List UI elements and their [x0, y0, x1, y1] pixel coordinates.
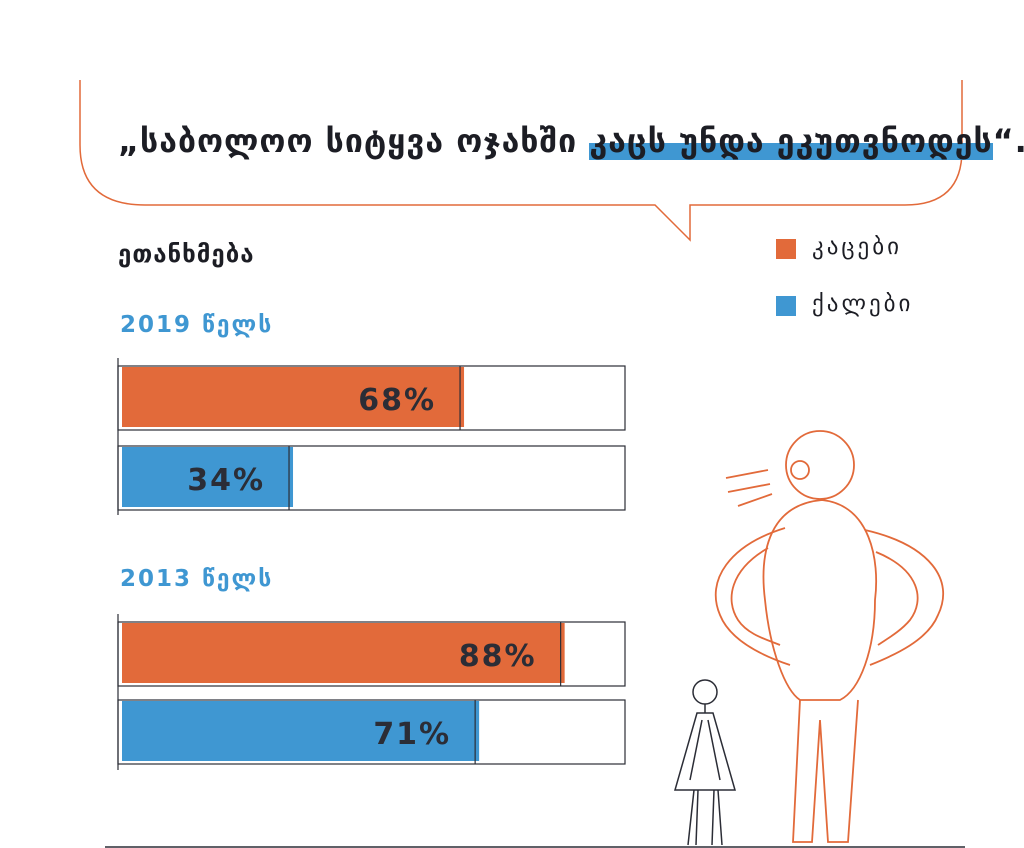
legend-swatch-women: [776, 296, 796, 316]
legend-label-men: კაცები: [812, 234, 903, 260]
group-title-2013: 2013 წელს: [120, 566, 274, 592]
speech-bubble: [79, 80, 963, 242]
woman-figure-icon: [674, 679, 736, 846]
legend-label-women: ქალები: [812, 291, 914, 317]
man-figure-icon: [714, 430, 944, 843]
bar-g0-women: [122, 447, 294, 507]
subtitle-agrees: ეთანხმება: [118, 240, 255, 268]
bar-chart: 68% 34% 88% 71%: [117, 358, 626, 770]
bar-g1-men: [122, 623, 565, 683]
bar-label-g0-women: 34%: [187, 463, 265, 498]
bar-label-g0-men: 68%: [358, 383, 436, 418]
bar-g0-men: [122, 367, 465, 427]
bar-g1-women: [122, 701, 480, 761]
group-title-2019: 2019 წელს: [120, 312, 274, 338]
page-title: „საბოლოო სიტყვა ოჯახში კაცს უნდა ეკუთვნო…: [118, 122, 1024, 160]
title-highlight: კაცს უნდა ეკუთვნოდეს: [589, 122, 993, 160]
legend-swatch-men: [776, 239, 796, 259]
bar-label-g1-men: 88%: [459, 639, 537, 674]
bar-label-g1-women: 71%: [373, 717, 451, 752]
